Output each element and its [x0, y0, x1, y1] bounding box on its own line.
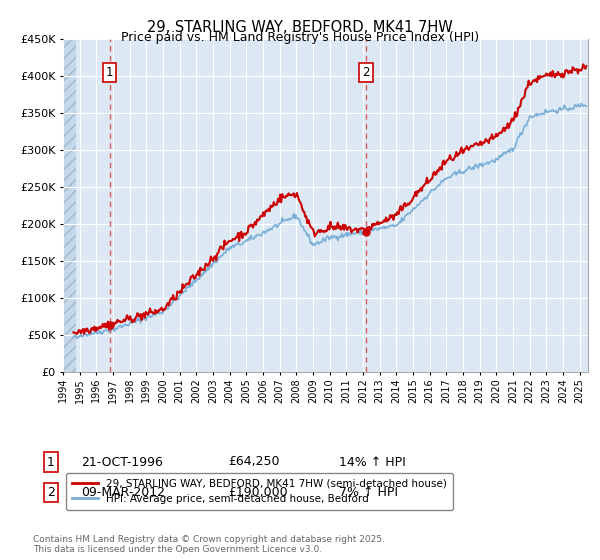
Text: 1: 1: [106, 66, 113, 79]
Text: 7% ↑ HPI: 7% ↑ HPI: [339, 486, 398, 500]
Text: 2: 2: [362, 66, 370, 79]
Text: 1: 1: [47, 455, 55, 469]
Text: £190,000: £190,000: [228, 486, 287, 500]
Legend: 29, STARLING WAY, BEDFORD, MK41 7HW (semi-detached house), HPI: Average price, s: 29, STARLING WAY, BEDFORD, MK41 7HW (sem…: [65, 473, 454, 510]
Text: 14% ↑ HPI: 14% ↑ HPI: [339, 455, 406, 469]
Text: 21-OCT-1996: 21-OCT-1996: [81, 455, 163, 469]
Text: 09-MAR-2012: 09-MAR-2012: [81, 486, 165, 500]
Text: £64,250: £64,250: [228, 455, 280, 469]
Text: Contains HM Land Registry data © Crown copyright and database right 2025.
This d: Contains HM Land Registry data © Crown c…: [33, 535, 385, 554]
Text: Price paid vs. HM Land Registry's House Price Index (HPI): Price paid vs. HM Land Registry's House …: [121, 31, 479, 44]
Text: 2: 2: [47, 486, 55, 500]
Bar: [63, 39, 76, 372]
Text: 29, STARLING WAY, BEDFORD, MK41 7HW: 29, STARLING WAY, BEDFORD, MK41 7HW: [147, 20, 453, 35]
